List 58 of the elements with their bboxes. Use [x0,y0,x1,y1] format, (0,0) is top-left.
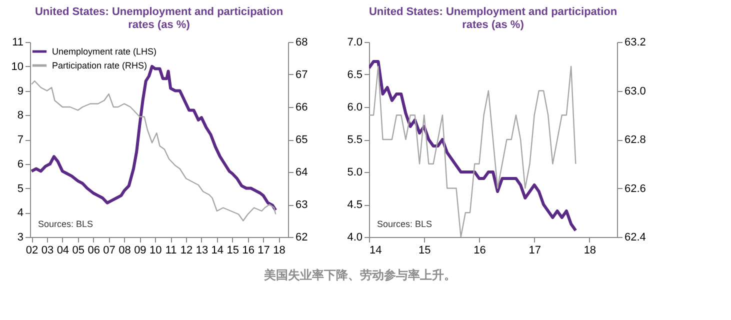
y-tick-label: 7.0 [347,36,362,48]
x-tick-label: 03 [41,244,54,256]
x-tick-label: 17 [258,244,270,256]
y2-tick-label: 63.2 [624,36,646,48]
y-tick-label: 5 [17,182,24,195]
x-tick-label: 08 [118,244,131,256]
y2-tick-label: 65 [296,134,308,146]
line-series [30,80,276,222]
chart-title: United States: Unemployment and participation rates (as %) [368,6,618,31]
x-tick-label: 16 [474,244,486,256]
x-tick-label: 13 [196,244,208,256]
y2-tick-label: 63 [296,199,308,211]
x-tick-label: 10 [150,244,162,256]
x-tick-label: 11 [165,244,177,256]
x-tick-label: 05 [72,244,85,256]
text: 美国失业率下降、劳动参与率上升。 [263,268,456,282]
x-tick-label: 18 [584,244,596,256]
y2-tick-label: 68 [296,36,308,48]
x-tick-label: 09 [134,244,146,256]
chart-title: United States: Unemployment and participation rates (as %) [34,6,284,31]
y-tick-label: 6.5 [347,69,362,81]
x-tick-label: 04 [56,244,70,256]
y-tick-label: 4 [17,207,24,220]
y2-tick-label: 62.6 [624,182,646,195]
y-tick-label: 11 [12,36,24,48]
y2-tick-label: 62.4 [624,232,646,244]
y2-tick-label: 66 [296,102,308,114]
x-tick-label: 06 [88,244,100,256]
x-tick-label: 14 [370,244,382,256]
legend-label: Participation rate (RHS) [52,60,148,70]
y-tick-label: 3 [17,232,24,244]
y-tick-label: 4.5 [347,199,362,211]
x-tick-label: 16 [242,244,254,256]
y-tick-label: 6 [17,158,24,170]
y2-tick-label: 62 [296,232,308,244]
legend-label: Unemployment rate (LHS) [52,46,157,56]
y-tick-label: 4.0 [347,232,362,244]
y2-tick-label: 63.0 [624,85,646,98]
x-tick-label: 14 [211,244,224,256]
x-tick-label: 15 [226,244,240,256]
x-tick-label: 12 [180,244,193,256]
x-tick-label: 18 [273,244,286,256]
x-tick-label: 17 [528,244,541,256]
x-tick-label: 15 [418,244,431,256]
x-tick-label: 07 [103,244,116,256]
y-tick-label: 10 [11,60,24,73]
y2-tick-label: 64 [296,166,308,178]
y-tick-label: 5.5 [347,134,362,146]
y-tick-label: 8 [17,110,24,122]
annotation: Sources: BLS [377,219,432,229]
x-tick-label: 02 [26,244,38,256]
annotation: Sources: BLS [38,219,94,229]
y2-tick-label: 67 [296,69,308,81]
y-tick-label: 9 [17,85,24,98]
y-tick-label: 5.0 [347,166,362,178]
y-tick-label: 7 [17,134,24,146]
y-tick-label: 6.0 [347,102,362,114]
y2-tick-label: 62.8 [624,134,646,146]
